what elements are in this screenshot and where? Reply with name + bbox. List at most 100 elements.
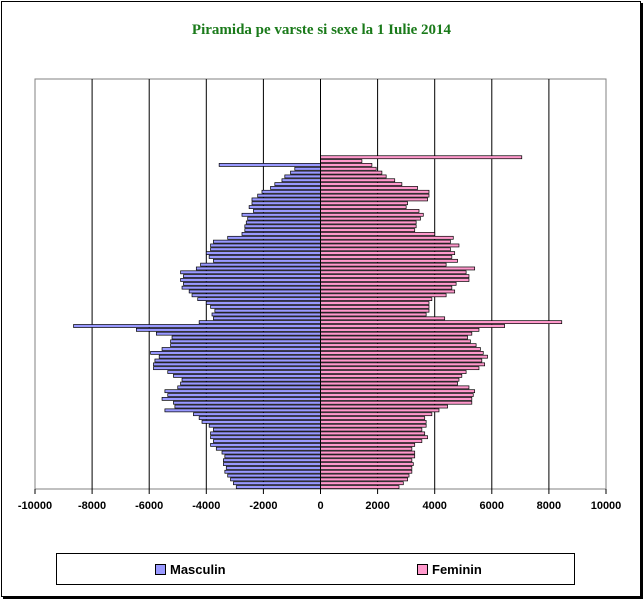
x-tick-label: -4000 — [192, 500, 220, 512]
bar-masculin-42 — [73, 324, 321, 328]
x-tick-label: 0 — [317, 500, 323, 512]
bar-masculin-80 — [281, 178, 321, 183]
bar-feminin-17 — [320, 420, 427, 424]
bar-masculin-55 — [183, 274, 321, 278]
bar-masculin-51 — [188, 289, 321, 294]
bar-feminin-57 — [320, 266, 476, 271]
bar-masculin-33 — [154, 358, 321, 363]
x-tick-label: 8000 — [537, 500, 561, 512]
bar-masculin-82 — [290, 170, 321, 175]
x-tick-label: 10000 — [591, 500, 622, 512]
bar-feminin-53 — [320, 281, 457, 286]
legend-item-feminin: Feminin — [417, 562, 482, 577]
bar-masculin-36 — [161, 347, 321, 351]
bar-feminin-10 — [320, 446, 413, 451]
bar-masculin-67 — [244, 228, 321, 232]
bar-masculin-41 — [136, 327, 321, 332]
bar-feminin-37 — [320, 343, 477, 348]
bar-masculin-25 — [164, 389, 321, 394]
bar-feminin-84 — [320, 163, 373, 167]
bar-masculin-22 — [173, 400, 321, 405]
bar-feminin-23 — [320, 397, 473, 401]
bar-feminin-62 — [320, 247, 451, 252]
bar-feminin-80 — [320, 178, 396, 183]
bar-feminin-28 — [320, 377, 460, 382]
bar-feminin-74 — [320, 201, 408, 206]
bar-feminin-35 — [320, 351, 484, 355]
bar-feminin-50 — [320, 293, 447, 298]
bar-masculin-71 — [241, 212, 321, 217]
bar-feminin-16 — [320, 423, 427, 428]
bar-masculin-77 — [261, 189, 321, 194]
bar-feminin-69 — [320, 220, 417, 225]
bar-feminin-75 — [320, 197, 428, 202]
bar-feminin-4 — [320, 469, 413, 474]
bars — [73, 79, 563, 489]
bar-masculin-79 — [274, 182, 321, 186]
bar-feminin-85 — [320, 159, 363, 163]
bar-masculin-38 — [170, 339, 321, 344]
bar-masculin-14 — [210, 431, 321, 436]
bar-feminin-9 — [320, 450, 416, 455]
bar-feminin-39 — [320, 335, 468, 340]
bar-masculin-66 — [241, 232, 321, 236]
bar-feminin-82 — [320, 170, 383, 175]
legend-label-feminin: Feminin — [432, 562, 482, 577]
bar-masculin-18 — [198, 416, 321, 420]
bar-masculin-56 — [180, 270, 321, 275]
bar-feminin-46 — [320, 308, 430, 313]
bar-masculin-12 — [213, 439, 321, 443]
bar-feminin-12 — [320, 439, 423, 443]
bar-masculin-70 — [247, 216, 321, 221]
bar-feminin-30 — [320, 370, 467, 374]
bar-masculin-2 — [230, 477, 321, 482]
bar-feminin-59 — [320, 258, 458, 263]
bar-feminin-67 — [320, 228, 416, 232]
bar-feminin-19 — [320, 412, 433, 417]
bar-masculin-57 — [195, 266, 321, 271]
bar-feminin-18 — [320, 416, 426, 420]
legend-swatch-feminin — [417, 564, 428, 575]
bar-masculin-9 — [221, 450, 321, 455]
bar-masculin-17 — [201, 420, 321, 424]
bar-masculin-43 — [198, 320, 321, 325]
bar-feminin-73 — [320, 205, 407, 209]
bar-masculin-5 — [225, 466, 321, 470]
bar-feminin-66 — [320, 232, 436, 236]
bar-masculin-62 — [210, 247, 321, 252]
bar-masculin-23 — [161, 397, 321, 401]
bar-feminin-86 — [320, 155, 523, 160]
bar-masculin-60 — [208, 255, 321, 259]
bar-masculin-26 — [177, 385, 321, 390]
bar-masculin-52 — [181, 285, 321, 290]
bar-feminin-21 — [320, 404, 448, 409]
bar-masculin-31 — [153, 366, 321, 371]
bar-masculin-65 — [227, 235, 321, 240]
bar-feminin-3 — [320, 473, 410, 478]
bar-feminin-25 — [320, 389, 476, 394]
bar-masculin-48 — [205, 301, 321, 305]
bar-masculin-84 — [218, 163, 321, 167]
bar-masculin-28 — [181, 377, 321, 382]
bar-masculin-63 — [210, 243, 321, 248]
bar-feminin-41 — [320, 327, 480, 332]
x-axis: -10000 -8000 -6000 -4000 -2000 0 2000 4000 6000 8… — [18, 489, 621, 512]
bar-feminin-36 — [320, 347, 481, 351]
bar-masculin-49 — [197, 297, 321, 301]
bar-feminin-43 — [320, 320, 563, 325]
bar-feminin-64 — [320, 239, 451, 244]
bar-feminin-13 — [320, 435, 428, 440]
bar-masculin-76 — [257, 193, 321, 198]
bar-masculin-10 — [215, 446, 321, 451]
bar-masculin-74 — [251, 201, 321, 206]
x-tick-label: -10000 — [18, 500, 52, 512]
bar-masculin-45 — [211, 312, 321, 317]
bar-masculin-34 — [158, 354, 321, 359]
bar-masculin-39 — [171, 335, 321, 340]
bar-masculin-29 — [173, 374, 321, 378]
bar-feminin-83 — [320, 166, 377, 171]
bar-feminin-29 — [320, 374, 463, 378]
bar-feminin-79 — [320, 182, 403, 186]
bar-feminin-52 — [320, 285, 453, 290]
bar-masculin-30 — [167, 370, 321, 374]
